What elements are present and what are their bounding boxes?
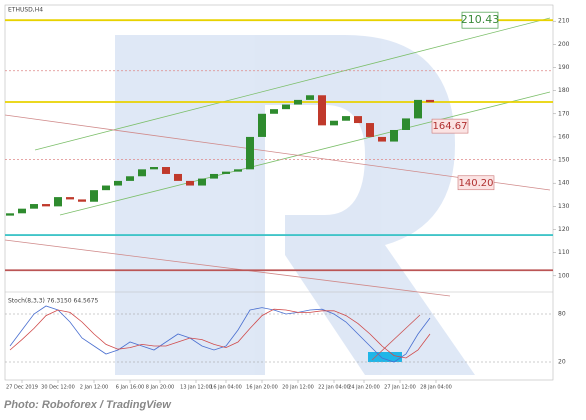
x-tick-label: 24 Jan 20:00 bbox=[348, 385, 380, 391]
y-tick-label: 120 bbox=[558, 226, 570, 233]
candle bbox=[90, 190, 98, 202]
y-tick-label: 100 bbox=[558, 272, 570, 279]
y-tick-label: 110 bbox=[558, 249, 570, 256]
candle bbox=[414, 99, 422, 119]
candle bbox=[270, 109, 278, 114]
candle bbox=[342, 116, 350, 121]
candle bbox=[42, 204, 50, 207]
trend-red-low bbox=[4, 239, 451, 297]
candle bbox=[6, 213, 14, 216]
stoch-title: Stoch(8,3,3) 76.3150 64.5675 bbox=[8, 298, 99, 305]
candle bbox=[282, 104, 290, 110]
channel-upper bbox=[34, 17, 551, 151]
candle bbox=[210, 173, 218, 179]
candle bbox=[378, 136, 386, 142]
candle bbox=[150, 167, 158, 170]
x-tick-label: 6 Jan 16:00 bbox=[116, 385, 144, 391]
candle bbox=[126, 176, 134, 181]
price-label-box bbox=[431, 118, 469, 134]
y-tick-label: 170 bbox=[558, 110, 570, 117]
x-tick-label: 27 Jan 12:00 bbox=[384, 385, 416, 391]
y-tick-label: 190 bbox=[558, 64, 570, 71]
candle bbox=[102, 185, 110, 191]
stoch-line bbox=[9, 305, 431, 363]
candle bbox=[186, 180, 194, 186]
candle bbox=[78, 199, 86, 202]
candle bbox=[354, 116, 362, 124]
level-label: 210.43 bbox=[461, 13, 500, 26]
candle bbox=[258, 113, 266, 137]
candle bbox=[390, 129, 398, 142]
x-tick-label: 27 Dec 2019 bbox=[6, 385, 38, 391]
y-tick-label: 80 bbox=[558, 311, 566, 318]
x-tick-label: 20 Jan 12:00 bbox=[282, 385, 314, 391]
candle bbox=[426, 99, 434, 103]
candle bbox=[54, 197, 62, 207]
candle bbox=[198, 178, 206, 186]
candle bbox=[18, 208, 26, 214]
x-tick-label: 28 Jan 04:00 bbox=[420, 385, 452, 391]
candle bbox=[318, 95, 326, 126]
x-tick-label: 13 Jan 12:00 bbox=[180, 385, 212, 391]
candle bbox=[66, 197, 74, 200]
y-tick-label: 130 bbox=[558, 203, 570, 210]
header: ETHUSD,H4 bbox=[8, 7, 43, 14]
x-tick-label: 16 Jan 20:00 bbox=[246, 385, 278, 391]
y-tick-label: 140 bbox=[558, 180, 570, 187]
x-tick-label: 8 Jan 20:00 bbox=[146, 385, 174, 391]
x-tick-label: 2 Jan 12:00 bbox=[80, 385, 108, 391]
y-tick-label: 160 bbox=[558, 133, 570, 140]
y-tick-label: 210 bbox=[558, 18, 570, 25]
candle bbox=[222, 171, 230, 174]
watermark bbox=[115, 35, 475, 375]
x-tick-label: 22 Jan 04:00 bbox=[318, 385, 350, 391]
candle bbox=[114, 180, 122, 186]
channel-lower bbox=[59, 91, 551, 216]
stoch-arrow bbox=[371, 314, 421, 361]
level-label-box bbox=[461, 11, 499, 29]
candle bbox=[138, 169, 146, 177]
price-label: 140.20 bbox=[459, 178, 494, 189]
candle bbox=[162, 167, 170, 174]
price-label: 164.67 bbox=[433, 121, 468, 132]
x-tick-label: 16 Jan 04:00 bbox=[210, 385, 242, 391]
candle bbox=[306, 95, 314, 100]
highlight-box bbox=[368, 352, 402, 362]
candle bbox=[234, 169, 242, 172]
x-tick-label: 30 Dec 12:00 bbox=[41, 385, 75, 391]
price-label-box bbox=[457, 175, 495, 191]
stoch-line bbox=[9, 308, 431, 359]
candle bbox=[246, 136, 254, 170]
candle bbox=[30, 204, 38, 209]
y-tick-label: 150 bbox=[558, 157, 570, 164]
y-tick-label: 200 bbox=[558, 41, 570, 48]
candle bbox=[294, 99, 302, 105]
candle bbox=[366, 123, 374, 137]
candle bbox=[174, 173, 182, 181]
caption: Photo: Roboforex / TradingView bbox=[4, 399, 172, 411]
candle bbox=[402, 118, 410, 130]
candle bbox=[330, 120, 338, 126]
y-tick-label: 20 bbox=[558, 359, 566, 366]
y-tick-label: 180 bbox=[558, 87, 570, 94]
